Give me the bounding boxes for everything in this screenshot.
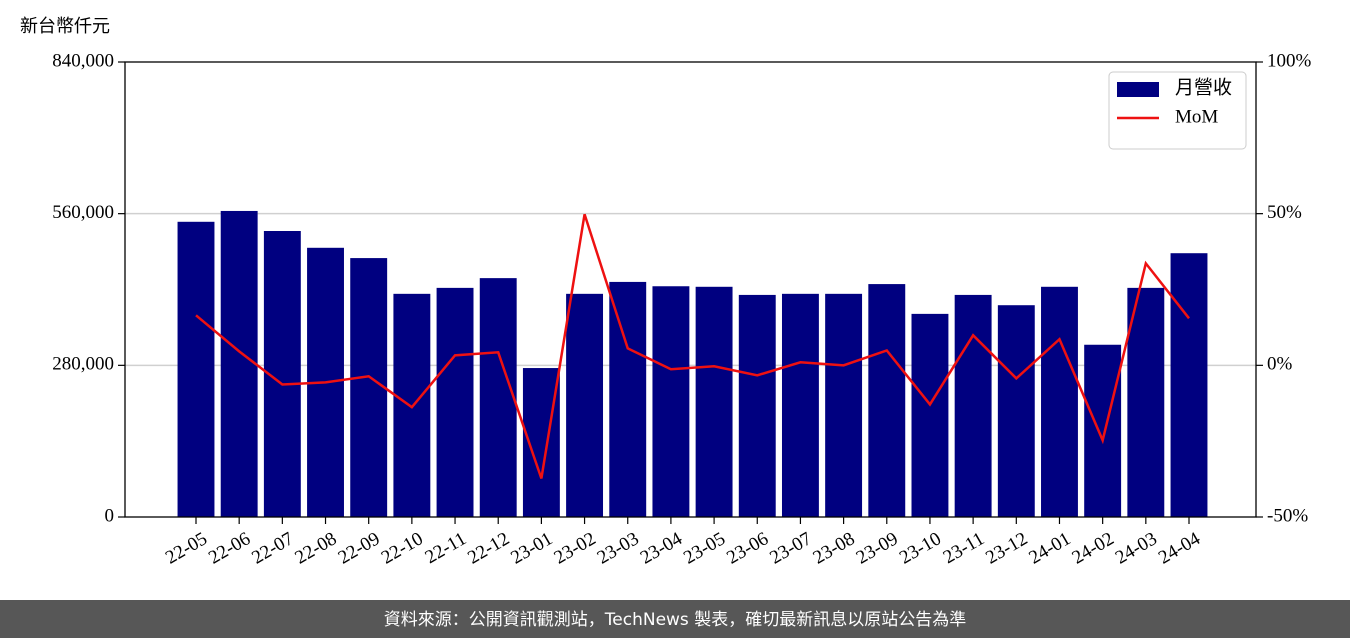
x-tick-label: 23-05 (680, 528, 729, 568)
x-tick-label: 22-05 (162, 528, 211, 568)
x-tick-label: 22-12 (464, 528, 513, 568)
x-tick-label: 24-03 (1112, 528, 1161, 568)
bar (695, 286, 733, 517)
legend-label: 月營收 (1175, 76, 1232, 98)
y2-tick-label: 100% (1267, 50, 1312, 71)
y-axis-label: 新台幣仟元 (20, 16, 110, 37)
bar (997, 305, 1035, 517)
x-tick-label: 23-06 (723, 528, 772, 568)
y-tick-label: 560,000 (52, 202, 114, 223)
legend: 月營收 MoM (1108, 71, 1247, 150)
x-tick-label: 23-08 (810, 528, 859, 568)
bar (1127, 287, 1165, 517)
x-tick-label: 23-04 (637, 528, 686, 569)
x-tick-label: 24-02 (1069, 528, 1118, 568)
x-tick-label: 22-11 (422, 528, 470, 568)
bar (436, 287, 474, 517)
x-tick-label: 24-01 (1025, 528, 1074, 568)
bar (825, 293, 863, 517)
y-tick-label: 280,000 (52, 354, 114, 375)
bar (781, 293, 819, 517)
x-tick-label: 22-09 (335, 528, 384, 568)
x-tick-label: 23-11 (940, 528, 988, 568)
x-tick-label: 23-03 (594, 528, 643, 568)
bar (738, 294, 776, 517)
x-tick-label: 23-01 (507, 528, 556, 568)
x-tick-label: 23-12 (982, 528, 1031, 568)
footer-band (0, 600, 1350, 638)
bar (911, 313, 949, 517)
footer: 資料來源：公開資訊觀測站，TechNews 製表，確切最新訊息以原站公告為準 (384, 610, 966, 630)
bar (350, 258, 388, 517)
x-tick-label: 24-04 (1155, 528, 1204, 569)
x-tick-label: 23-07 (766, 528, 815, 568)
y2-tick-label: 0% (1267, 354, 1293, 375)
bar (1084, 344, 1122, 517)
line (195, 213, 1190, 479)
bar (954, 294, 992, 517)
bar (1041, 286, 1078, 517)
plot-frame (124, 61, 1257, 518)
bar (609, 281, 647, 517)
bar (566, 293, 604, 517)
x-tick-label: 23-10 (896, 528, 945, 568)
x-tick-label: 22-06 (205, 528, 254, 568)
x-tick-label: 22-10 (378, 528, 427, 568)
x-tick-label: 23-09 (853, 528, 902, 568)
legend-swatch (1117, 82, 1159, 97)
bar (177, 221, 215, 517)
y-tick-label: 0 (105, 505, 115, 526)
y2-tick-label: 50% (1267, 202, 1302, 223)
y2-tick-label: -50% (1267, 505, 1308, 526)
bar (479, 278, 517, 517)
bar (652, 286, 690, 517)
bar (868, 284, 906, 517)
bar (1170, 253, 1208, 518)
bar (220, 210, 258, 518)
y-tick-label: 840,000 (52, 50, 114, 71)
x-tick-label: 22-07 (248, 528, 297, 568)
legend-label: MoM (1175, 106, 1218, 127)
x-tick-label: 22-08 (292, 528, 341, 568)
x-tick-label: 23-02 (551, 528, 600, 568)
